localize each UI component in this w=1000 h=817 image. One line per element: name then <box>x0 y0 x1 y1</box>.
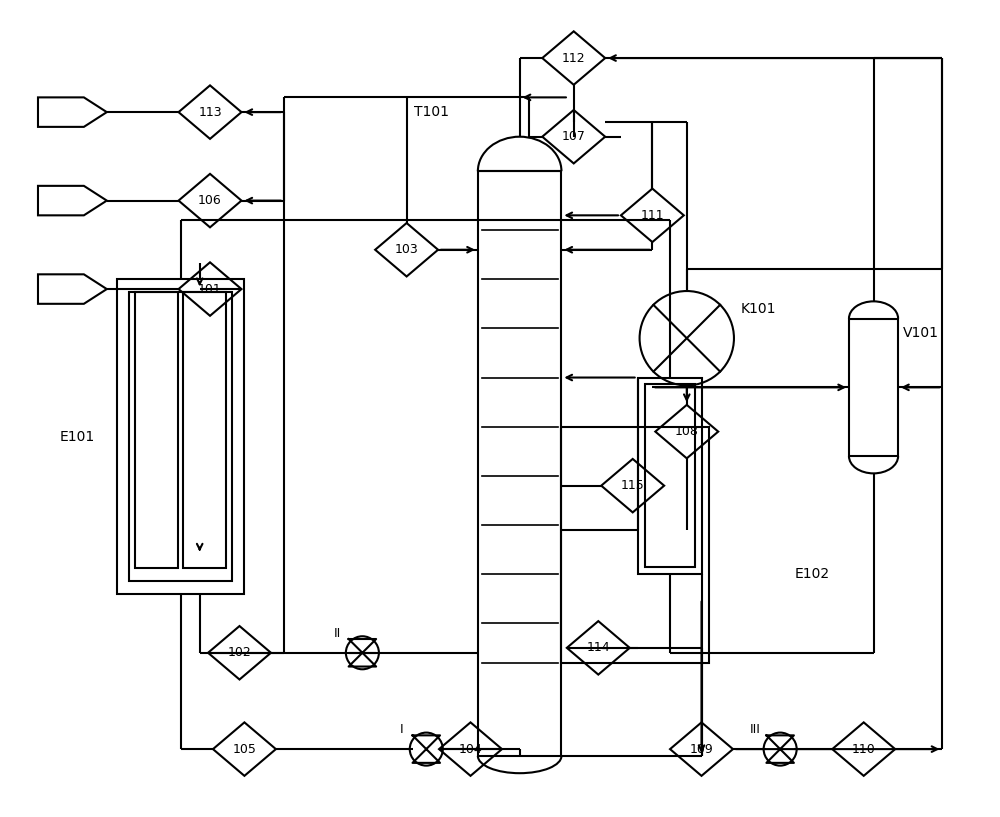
Text: E102: E102 <box>795 567 830 581</box>
Text: K101: K101 <box>741 301 776 315</box>
Text: 113: 113 <box>198 105 222 118</box>
Text: 107: 107 <box>562 130 586 143</box>
Text: 109: 109 <box>690 743 713 756</box>
Bar <box>638 377 702 574</box>
Text: 114: 114 <box>586 641 610 654</box>
Bar <box>117 279 244 594</box>
Text: 110: 110 <box>852 743 876 756</box>
Bar <box>478 171 561 756</box>
Text: I: I <box>400 723 404 736</box>
Text: 104: 104 <box>459 743 482 756</box>
Text: 112: 112 <box>562 51 586 65</box>
Text: V101: V101 <box>903 326 939 341</box>
Text: 105: 105 <box>232 743 256 756</box>
Text: 103: 103 <box>395 243 418 257</box>
Text: 102: 102 <box>228 646 251 659</box>
Text: E101: E101 <box>60 430 95 444</box>
Text: II: II <box>334 627 341 640</box>
Text: III: III <box>750 723 761 736</box>
Bar <box>129 292 232 581</box>
Text: 108: 108 <box>675 425 699 438</box>
Bar <box>645 385 695 567</box>
Text: 115: 115 <box>621 479 645 492</box>
Text: 106: 106 <box>198 194 222 207</box>
Bar <box>135 292 178 569</box>
Text: 101: 101 <box>198 283 222 296</box>
Text: T101: T101 <box>414 105 449 119</box>
Bar <box>183 292 226 569</box>
Bar <box>561 426 709 663</box>
Bar <box>849 319 898 456</box>
Text: 111: 111 <box>641 209 664 222</box>
